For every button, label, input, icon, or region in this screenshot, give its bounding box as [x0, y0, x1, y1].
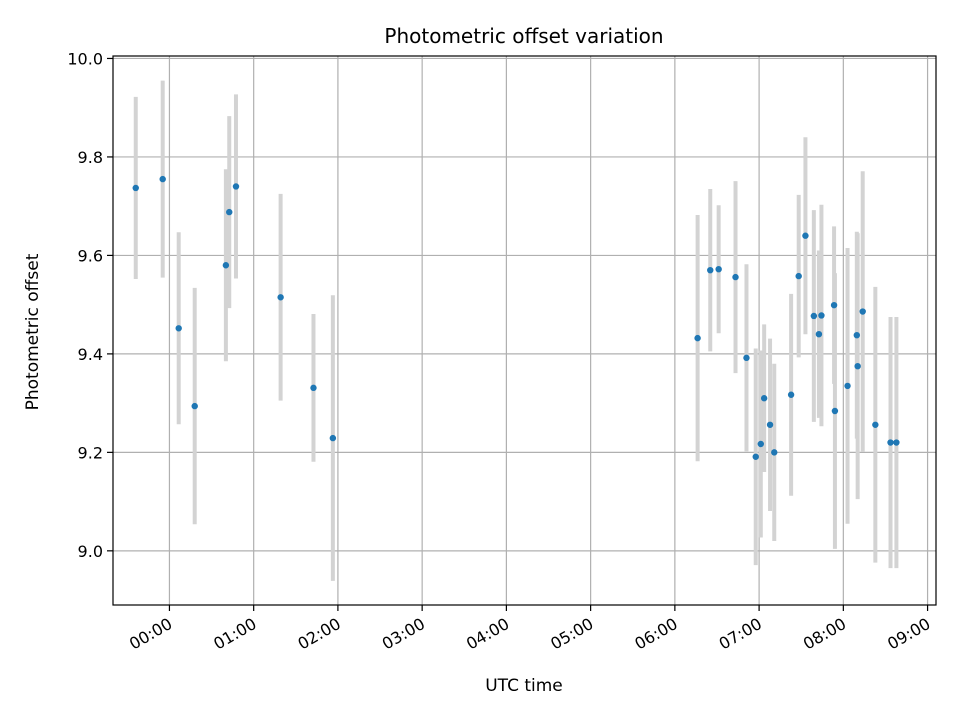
- data-point: [226, 208, 233, 216]
- data-point: [818, 312, 825, 319]
- plot-frame: [112, 55, 937, 606]
- data-point: [887, 439, 894, 446]
- data-point: [810, 312, 818, 320]
- data-point: [757, 440, 764, 448]
- data-point: [232, 183, 240, 190]
- x-axis-label: UTC time: [485, 676, 563, 696]
- data-point: [815, 330, 823, 338]
- data-point: [859, 308, 866, 315]
- data-point: [191, 402, 198, 410]
- data-point: [743, 354, 750, 362]
- data-point: [795, 272, 802, 280]
- data-point: [787, 391, 795, 398]
- data-point: [694, 334, 701, 342]
- data-points: [132, 175, 900, 460]
- data-point: [752, 453, 759, 460]
- data-point: [222, 262, 230, 269]
- y-tick-label: 9.4: [78, 345, 103, 364]
- y-tick-label: 9.6: [78, 246, 103, 265]
- y-tick-label: 9.0: [78, 542, 103, 561]
- data-point: [159, 175, 166, 183]
- data-point: [732, 273, 739, 281]
- data-point: [854, 362, 861, 370]
- data-point: [853, 331, 861, 339]
- data-point: [766, 421, 774, 428]
- y-tick-label: 10.0: [67, 49, 103, 68]
- data-point: [872, 421, 879, 428]
- data-point: [277, 294, 284, 301]
- chart-title: Photometric offset variation: [384, 24, 663, 48]
- data-point: [771, 449, 778, 456]
- data-point: [715, 265, 722, 273]
- data-point: [893, 439, 900, 446]
- data-point: [132, 184, 139, 192]
- data-point: [175, 325, 182, 332]
- data-point: [329, 434, 337, 442]
- y-tick-label: 9.2: [78, 443, 103, 462]
- y-axis-label: Photometric offset: [23, 253, 43, 410]
- data-point: [310, 384, 317, 392]
- y-tick-label: 9.8: [78, 148, 103, 167]
- data-point: [830, 301, 838, 309]
- data-point: [760, 395, 768, 402]
- data-point: [707, 266, 714, 274]
- data-point: [844, 382, 851, 390]
- data-point: [831, 407, 839, 415]
- data-point: [802, 232, 809, 239]
